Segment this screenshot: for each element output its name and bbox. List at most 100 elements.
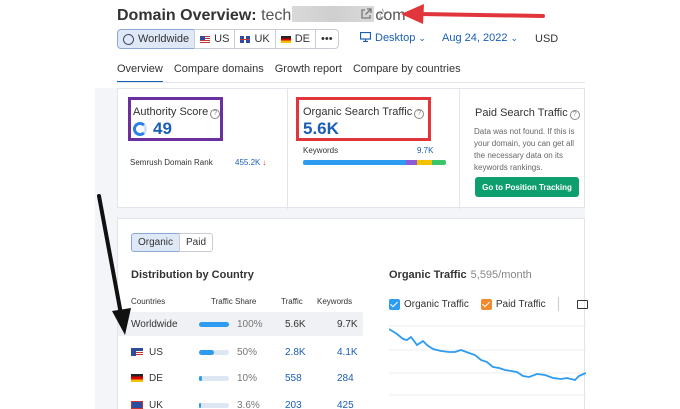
authority-score-label: Authority Score	[133, 106, 209, 118]
external-link-icon[interactable]	[360, 8, 372, 20]
keywords-value[interactable]: 4.1K	[337, 347, 358, 358]
table-row[interactable]: Worldwide 100% 5.6K 9.7K	[118, 312, 363, 336]
traffic-share-fill	[199, 403, 201, 408]
paid-no-data-message: Data was not found. If this is your doma…	[474, 127, 575, 172]
traffic-share-value: 50%	[237, 347, 258, 358]
down-arrow-icon: ↓	[262, 158, 267, 167]
traffic-value: 5.6K	[285, 319, 306, 330]
traffic-share-value: 3.6%	[237, 400, 260, 409]
col-header-keywords[interactable]: Keywords	[317, 297, 353, 306]
organic-traffic-value[interactable]: 5.6K	[303, 119, 339, 138]
keyword-bar-segment	[431, 160, 446, 165]
us-flag-icon	[131, 348, 143, 356]
position-tracking-button[interactable]: Go to Position Tracking	[475, 177, 579, 197]
info-icon[interactable]: ?	[569, 110, 580, 120]
star-icon[interactable]: ☆	[376, 6, 390, 23]
organic-highlight-box	[296, 97, 431, 141]
keywords-value: 9.7K	[337, 319, 358, 330]
currency-label[interactable]: USD	[535, 33, 559, 45]
traffic-share-bar	[199, 350, 229, 355]
distribution-panel: Organic Paid Distribution by Country Cou…	[117, 218, 588, 409]
db-worldwide-button[interactable]: Worldwide	[117, 29, 196, 49]
tab-compare-domains[interactable]: Compare domains	[173, 63, 264, 75]
col-header-countries: Countries	[131, 297, 166, 306]
more-databases-button[interactable]: •••	[315, 29, 339, 49]
traffic-value[interactable]: 2.8K	[285, 347, 306, 358]
more-icon: •••	[321, 33, 333, 45]
page-title: Domain Overview: tech com	[117, 6, 406, 25]
domain-rank-number: 455.2K	[235, 158, 261, 167]
keywords-value[interactable]: 9.7K	[417, 146, 434, 155]
table-row[interactable]: DE 10% 558 284	[118, 366, 363, 390]
organic-traffic-chart	[389, 325, 586, 396]
organic-traffic-header: Organic Search Traffic?	[303, 102, 425, 120]
header: Domain Overview: tech com ☆ Worldwide US …	[95, 0, 585, 88]
table-row[interactable]: UK 3.6% 203 425	[118, 393, 363, 409]
tab-overview[interactable]: Overview	[117, 63, 163, 83]
traffic-value[interactable]: 558	[285, 373, 302, 384]
uk-flag-icon	[131, 401, 143, 409]
organic-chart-title: Organic Traffic 5,595/month	[389, 269, 532, 281]
country-name: UK	[149, 400, 163, 409]
info-icon[interactable]: ?	[210, 109, 221, 119]
traffic-share-fill	[199, 376, 202, 381]
paid-traffic-checkbox[interactable]	[480, 298, 492, 310]
title-label: Domain Overview:	[117, 7, 257, 24]
domain-name[interactable]: tech com	[261, 6, 406, 24]
date-dropdown[interactable]: Aug 24, 2022 ⌄	[442, 32, 518, 44]
country-cell: US	[131, 347, 163, 358]
domain-prefix: tech	[261, 7, 292, 24]
db-uk-button[interactable]: UK	[234, 29, 276, 49]
summary-cards: Authority Score? 49 Semrush Domain Rank …	[117, 88, 586, 209]
keyword-bar-segment	[405, 160, 418, 165]
domain-rank-label: Semrush Domain Rank	[130, 158, 213, 167]
organic-toggle-button[interactable]: Organic	[131, 233, 181, 252]
paid-traffic-label: Paid Search Traffic	[475, 107, 568, 119]
score-ring-icon	[133, 122, 147, 136]
col-header-traffic-share[interactable]: Traffic Share	[211, 297, 257, 306]
tab-growth-report[interactable]: Growth report	[274, 63, 342, 75]
report-tabs: Overview Compare domains Growth report C…	[117, 63, 472, 83]
uk-flag-icon	[240, 35, 251, 43]
notes-icon[interactable]	[576, 299, 588, 309]
legend-divider	[557, 297, 559, 311]
traffic-share-bar	[199, 403, 229, 408]
table-row[interactable]: US 50% 2.8K 4.1K	[118, 340, 363, 364]
authority-score-card: Authority Score? 49 Semrush Domain Rank …	[118, 89, 288, 209]
organic-traffic-card: Organic Search Traffic? 5.6K Keywords 9.…	[288, 89, 460, 209]
distribution-title: Distribution by Country	[131, 269, 254, 281]
tab-compare-by-countries[interactable]: Compare by countries	[352, 63, 461, 75]
db-uk-label: UK	[254, 33, 270, 45]
date-label: Aug 24, 2022	[442, 32, 508, 44]
de-flag-icon	[280, 35, 291, 43]
chevron-down-icon: ⌄	[510, 33, 518, 43]
paid-toggle-button[interactable]: Paid	[179, 233, 214, 252]
traffic-share-bar	[199, 376, 229, 381]
redacted-domain	[292, 6, 375, 22]
keywords-label: Keywords	[303, 146, 339, 155]
paid-traffic-card: Paid Search Traffic? Data was not found.…	[460, 89, 586, 209]
keywords-value[interactable]: 425	[337, 400, 354, 409]
country-cell: DE	[131, 373, 163, 384]
col-header-traffic[interactable]: Traffic	[281, 297, 303, 306]
organic-traffic-line	[389, 328, 586, 381]
db-worldwide-label: Worldwide	[138, 33, 190, 45]
organic-traffic-value-wrap: 5.6K	[303, 119, 339, 139]
db-us-label: US	[214, 33, 230, 45]
keywords-value[interactable]: 284	[337, 373, 354, 384]
db-de-label: DE	[294, 33, 310, 45]
organic-traffic-checkbox[interactable]	[389, 298, 400, 310]
us-flag-icon	[200, 35, 211, 43]
info-icon[interactable]: ?	[414, 109, 425, 119]
country-name: US	[149, 347, 163, 358]
traffic-value[interactable]: 203	[285, 400, 302, 409]
authority-score-value[interactable]: 49	[153, 119, 172, 138]
db-us-button[interactable]: US	[194, 29, 236, 49]
domain-suffix: com	[375, 7, 406, 24]
country-cell: Worldwide	[131, 319, 178, 330]
db-de-button[interactable]: DE	[274, 29, 316, 49]
domain-rank-value[interactable]: 455.2K ↓	[235, 158, 266, 167]
device-dropdown[interactable]: Desktop ⌄	[359, 31, 426, 44]
authority-score-header: Authority Score?	[133, 102, 221, 120]
